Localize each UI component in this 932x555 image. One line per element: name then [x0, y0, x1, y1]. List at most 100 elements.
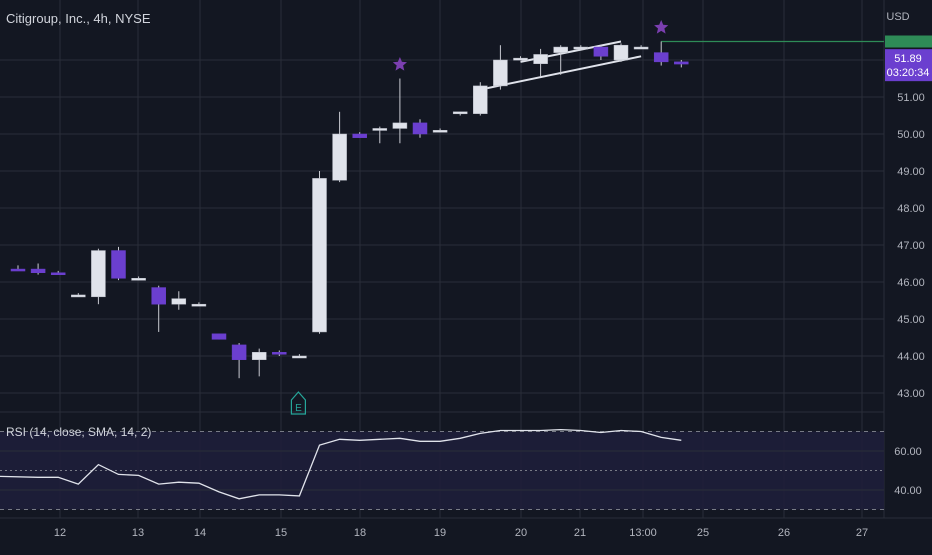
price-level-badge — [885, 35, 932, 48]
candle — [251, 348, 267, 377]
time-tick-label: 26 — [778, 527, 790, 539]
candle-body — [171, 298, 187, 305]
candle-body — [71, 294, 86, 298]
rsi-tick-label: 40.00 — [894, 485, 922, 497]
candle — [171, 291, 187, 310]
price-tick-label: 46.00 — [897, 277, 925, 289]
candle-body — [91, 250, 106, 298]
time-tick-label: 14 — [194, 527, 206, 539]
candle-body — [151, 287, 166, 305]
price-tick-label: 51.00 — [897, 92, 925, 104]
price-tick-label: 43.00 — [897, 388, 925, 400]
candle — [553, 45, 568, 75]
candle-body — [372, 128, 388, 131]
candle-body — [513, 57, 528, 61]
chart-title: Citigroup, Inc., 4h, NYSE — [6, 11, 151, 26]
time-tick-label: 12 — [54, 527, 66, 539]
price-tick-label: 44.00 — [897, 351, 925, 363]
candle — [452, 111, 468, 116]
price-tick-label: 49.00 — [897, 166, 925, 178]
candle-body — [30, 268, 46, 273]
candle-body — [231, 344, 247, 360]
candle — [513, 56, 528, 61]
candle — [392, 78, 408, 144]
candle-body — [292, 355, 307, 359]
candle — [432, 128, 448, 133]
time-tick-label: 13:00 — [629, 527, 657, 539]
rsi-line — [0, 428, 682, 500]
rsi-indicator-label[interactable]: RSI (14, close, SMA, 14, 2) — [6, 425, 152, 439]
candle — [272, 350, 287, 356]
candle — [613, 43, 629, 62]
candle — [533, 48, 548, 77]
price-tick-label: 48.00 — [897, 203, 925, 215]
candle-body — [131, 278, 146, 281]
candle — [573, 45, 589, 50]
candle — [131, 276, 146, 281]
candle-body — [412, 122, 428, 135]
candle-body — [613, 44, 629, 61]
star-icon — [654, 20, 669, 34]
candle-body — [392, 122, 408, 129]
time-tick-label: 27 — [856, 527, 868, 539]
candle-body — [674, 61, 689, 65]
candle-body — [251, 352, 267, 360]
candle — [30, 263, 46, 275]
candle-body — [211, 333, 227, 340]
earnings-icon — [290, 391, 306, 415]
countdown-timer: 03:20:34 — [887, 67, 930, 79]
candle — [332, 111, 347, 183]
star-icon — [392, 57, 407, 71]
candle — [352, 132, 367, 138]
candle — [593, 45, 609, 60]
candle — [473, 82, 488, 116]
candle-body — [50, 272, 66, 275]
candle-body — [533, 54, 548, 64]
candle — [91, 248, 106, 305]
candle-body — [633, 46, 649, 50]
current-price-badge — [885, 49, 932, 82]
current-price-value: 51.89 — [894, 53, 922, 65]
candle-body — [473, 85, 488, 114]
price-tick-label: 45.00 — [897, 314, 925, 326]
candle — [292, 354, 307, 359]
time-tick-label: 18 — [354, 527, 366, 539]
candle-body — [191, 303, 207, 307]
currency-label: USD — [886, 11, 909, 23]
candle — [50, 270, 66, 275]
candle — [10, 265, 26, 272]
time-tick-label: 15 — [275, 527, 287, 539]
candle — [674, 60, 689, 68]
earnings-label: E — [295, 403, 302, 414]
candle — [653, 41, 669, 66]
price-tick-label: 47.00 — [897, 240, 925, 252]
candle-body — [111, 250, 126, 279]
candle — [71, 293, 86, 298]
candle — [191, 302, 207, 307]
candle — [111, 246, 126, 281]
time-tick-label: 21 — [574, 527, 586, 539]
candle-body — [352, 133, 367, 138]
time-tick-label: 25 — [697, 527, 709, 539]
price-tick-label: 50.00 — [897, 129, 925, 141]
time-tick-label: 13 — [132, 527, 144, 539]
rsi-tick-label: 60.00 — [894, 446, 922, 458]
candle — [151, 285, 166, 332]
candle-body — [312, 178, 327, 333]
candle-body — [593, 46, 609, 57]
candle-body — [432, 130, 448, 133]
candle — [633, 45, 649, 50]
time-tick-label: 19 — [434, 527, 446, 539]
candle — [312, 171, 327, 334]
candle-body — [272, 352, 287, 355]
candle — [211, 333, 227, 340]
candle — [231, 343, 247, 379]
candle — [372, 126, 388, 144]
candle — [412, 119, 428, 138]
candle — [493, 45, 508, 90]
candle-body — [553, 46, 568, 53]
candle-body — [493, 59, 508, 87]
candle-body — [10, 268, 26, 272]
